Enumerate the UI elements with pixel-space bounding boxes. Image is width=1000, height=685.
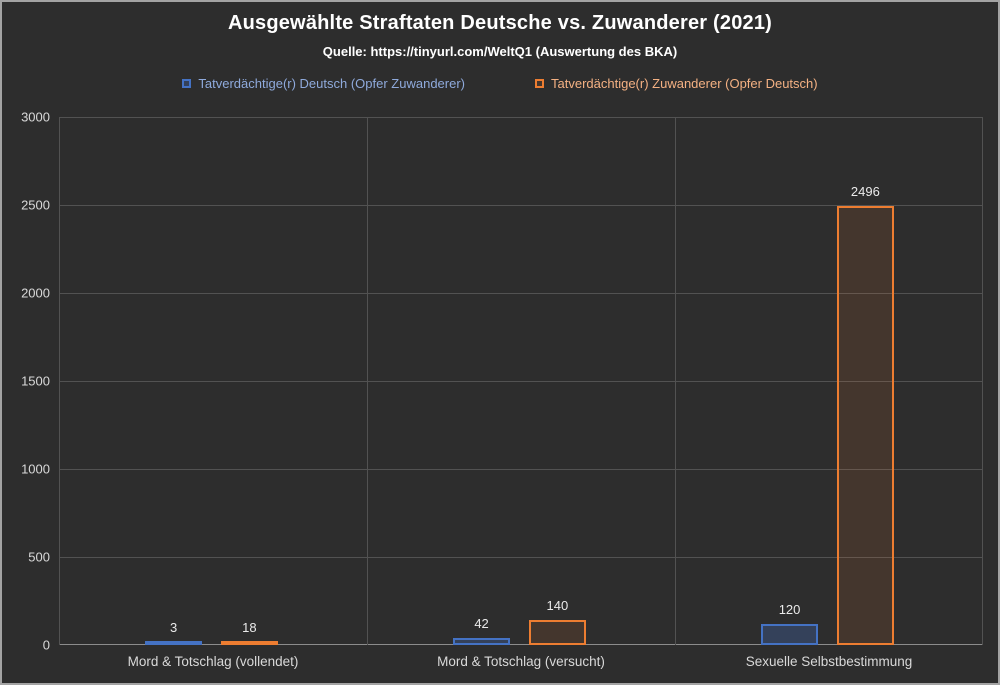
gridline	[59, 117, 983, 118]
gridline	[59, 381, 983, 382]
bar-value-label: 2496	[850, 184, 880, 199]
bar-value-label: 140	[546, 598, 569, 613]
legend-item: Tatverdächtige(r) Deutsch (Opfer Zuwande…	[182, 76, 465, 91]
y-axis-tick-label: 2000	[21, 285, 50, 301]
plot-area: 0 500 1000 1500 2000 2500 3000 Mord & Totschlag…	[21, 110, 983, 669]
bar-deutsch	[453, 638, 511, 645]
plot-vertical-line	[367, 117, 368, 645]
gridline	[59, 293, 983, 294]
plot-vertical-line	[982, 117, 983, 645]
chart-subtitle: Quelle: https://tinyurl.com/WeltQ1 (Ausw…	[322, 44, 678, 59]
y-axis-tick-label: 1000	[21, 461, 50, 477]
bar-zuwanderer	[220, 641, 278, 645]
bar-zuwanderer	[836, 206, 894, 645]
bar-value-label: 42	[474, 616, 489, 631]
bar-value-label: 3	[169, 620, 178, 635]
legend-item: Tatverdächtige(r) Zuwanderer (Opfer Deut…	[535, 76, 818, 91]
legend-marker-icon	[535, 79, 544, 88]
bar-value-label: 18	[242, 620, 257, 635]
y-axis-tick-label: 2500	[21, 197, 50, 213]
legend: Tatverdächtige(r) Deutsch (Opfer Zuwande…	[2, 76, 998, 91]
plot-vertical-line	[675, 117, 676, 645]
y-axis-tick-label: 1500	[21, 373, 50, 389]
legend-label: Tatverdächtige(r) Zuwanderer (Opfer Deut…	[551, 76, 818, 91]
y-axis-tick-label: 3000	[21, 109, 50, 125]
gridline	[59, 205, 983, 206]
bar-value-label: 120	[778, 602, 801, 617]
plot-vertical-line	[59, 117, 60, 645]
y-axis-tick-label: 500	[28, 549, 50, 565]
gridline	[59, 557, 983, 558]
bar-deutsch	[761, 624, 819, 645]
legend-label: Tatverdächtige(r) Deutsch (Opfer Zuwande…	[198, 76, 465, 91]
gridline	[59, 644, 983, 645]
x-axis-category-label: Mord & Totschlag (vollendet)	[127, 654, 299, 669]
chart-title: Ausgewählte Straftaten Deutsche vs. Zuwa…	[227, 12, 773, 34]
x-axis-category-label: Sexuelle Selbstbestimmung	[745, 654, 913, 669]
legend-marker-icon	[182, 79, 192, 88]
y-axis-tick-label: 0	[42, 637, 50, 653]
x-axis-category-label: Mord & Totschlag (versucht)	[437, 654, 605, 669]
gridline	[59, 469, 983, 470]
bar-zuwanderer	[528, 620, 586, 645]
bar-deutsch	[145, 641, 203, 645]
